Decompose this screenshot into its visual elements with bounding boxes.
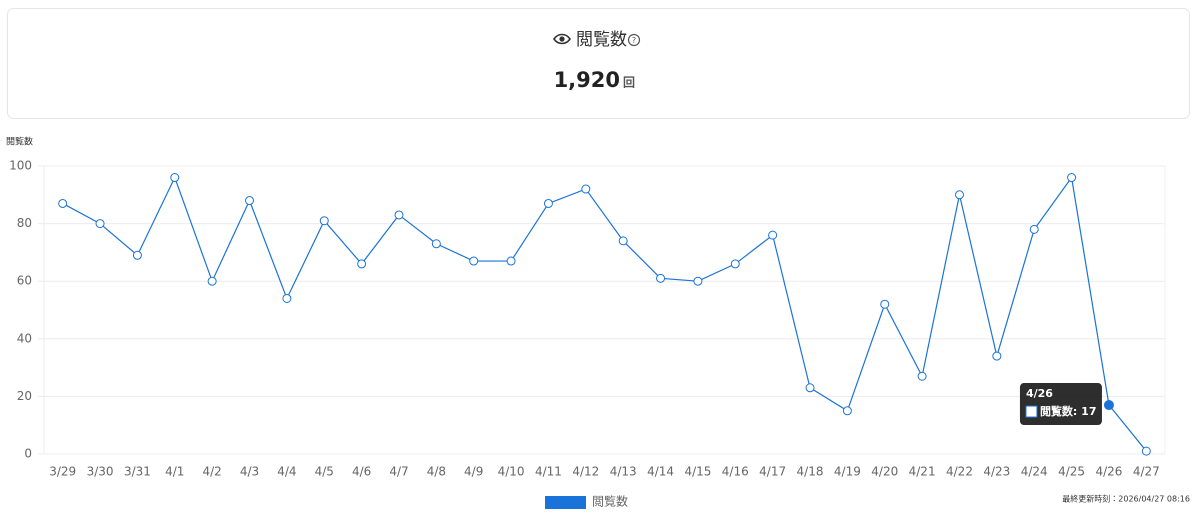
x-tick-label: 4/26 bbox=[1095, 465, 1122, 479]
data-point bbox=[95, 219, 105, 229]
data-point bbox=[506, 256, 516, 266]
y-tick-label: 60 bbox=[17, 274, 32, 288]
data-point bbox=[656, 273, 666, 283]
y-tick-label: 100 bbox=[9, 159, 32, 173]
x-tick-label: 4/15 bbox=[684, 465, 711, 479]
tooltip-box bbox=[1019, 383, 1102, 426]
y-tick-label: 40 bbox=[17, 331, 32, 345]
svg-text:?: ? bbox=[632, 36, 636, 45]
y-tick-label: 0 bbox=[24, 447, 32, 461]
x-tick-label: 4/24 bbox=[1021, 465, 1048, 479]
data-point bbox=[768, 230, 778, 240]
data-point bbox=[618, 236, 628, 246]
summary-card bbox=[7, 8, 1190, 119]
data-point bbox=[543, 198, 553, 208]
eye-icon bbox=[553, 33, 571, 45]
x-tick-label: 3/30 bbox=[87, 465, 114, 479]
summary-label: 閲覧数 bbox=[576, 30, 627, 50]
y-tick-label: 80 bbox=[17, 216, 32, 230]
last-updated: 最終更新時刻：2026/04/27 08:16 bbox=[1062, 494, 1190, 504]
x-tick-label: 4/11 bbox=[535, 465, 562, 479]
data-point bbox=[992, 351, 1002, 361]
x-tick-label: 4/25 bbox=[1058, 465, 1085, 479]
x-tick-label: 4/6 bbox=[352, 465, 371, 479]
x-tick-label: 4/8 bbox=[427, 465, 446, 479]
summary-value: 1,920 bbox=[554, 68, 620, 92]
x-tick-label: 4/18 bbox=[797, 465, 824, 479]
data-point bbox=[58, 198, 68, 208]
y-tick-label: 20 bbox=[17, 389, 32, 403]
data-point bbox=[357, 259, 367, 269]
series-line bbox=[62, 175, 1147, 452]
x-tick-label: 4/13 bbox=[610, 465, 637, 479]
data-point bbox=[693, 276, 703, 286]
x-tick-label: 4/7 bbox=[389, 465, 408, 479]
y-axis-label: 閲覧数 bbox=[6, 136, 33, 148]
data-point bbox=[1103, 400, 1114, 411]
data-point bbox=[1029, 224, 1039, 234]
help-icon[interactable]: ? bbox=[627, 33, 641, 47]
x-tick-label: 4/23 bbox=[983, 465, 1010, 479]
tooltip-title: 4/26 bbox=[1026, 387, 1053, 400]
data-point bbox=[319, 216, 329, 226]
data-point bbox=[431, 239, 441, 249]
legend: 閲覧数 bbox=[545, 494, 628, 509]
summary-unit: 回 bbox=[623, 76, 635, 90]
data-point bbox=[880, 299, 890, 309]
data-point bbox=[730, 259, 740, 269]
tooltip-swatch bbox=[1025, 405, 1038, 418]
x-tick-label: 4/12 bbox=[572, 465, 599, 479]
data-point bbox=[469, 256, 479, 266]
x-tick-label: 4/9 bbox=[464, 465, 483, 479]
data-point bbox=[282, 293, 292, 303]
x-tick-label: 4/5 bbox=[315, 465, 334, 479]
plot: 0 20 40 60 80 100 3/29 3/30 3/31 4/1 4/2 4/3 4/4 4/5 4… bbox=[9, 159, 1166, 509]
data-point bbox=[170, 173, 180, 183]
tooltip-text: 閲覧数: 17 bbox=[1040, 404, 1097, 418]
x-tick-label: 4/4 bbox=[277, 465, 296, 479]
data-point bbox=[581, 184, 591, 194]
x-tick-label: 4/27 bbox=[1133, 465, 1160, 479]
data-point bbox=[917, 371, 927, 381]
legend-label: 閲覧数 bbox=[592, 494, 628, 509]
x-tick-label: 4/19 bbox=[834, 465, 861, 479]
data-point bbox=[207, 276, 217, 286]
x-tick-label: 3/29 bbox=[49, 465, 76, 479]
data-point bbox=[805, 383, 815, 393]
x-tick-label: 4/17 bbox=[759, 465, 786, 479]
x-tick-label: 4/16 bbox=[722, 465, 749, 479]
x-tick-label: 4/1 bbox=[165, 465, 184, 479]
tooltip: 4/26 閲覧数: 17 bbox=[1019, 383, 1102, 426]
data-point bbox=[245, 196, 255, 206]
data-point bbox=[842, 406, 852, 416]
x-tick-label: 4/2 bbox=[202, 465, 221, 479]
data-point bbox=[394, 210, 404, 220]
x-tick-label: 4/14 bbox=[647, 465, 674, 479]
x-tick-label: 4/20 bbox=[871, 465, 898, 479]
data-point bbox=[132, 250, 142, 260]
data-point bbox=[954, 190, 964, 200]
x-tick-label: 4/21 bbox=[909, 465, 936, 479]
legend-swatch bbox=[545, 496, 586, 509]
data-point bbox=[1141, 446, 1151, 456]
x-tick-label: 3/31 bbox=[124, 465, 151, 479]
data-point bbox=[1067, 173, 1077, 183]
x-tick-label: 4/22 bbox=[946, 465, 973, 479]
x-tick-label: 4/3 bbox=[240, 465, 259, 479]
x-tick-label: 4/10 bbox=[498, 465, 525, 479]
